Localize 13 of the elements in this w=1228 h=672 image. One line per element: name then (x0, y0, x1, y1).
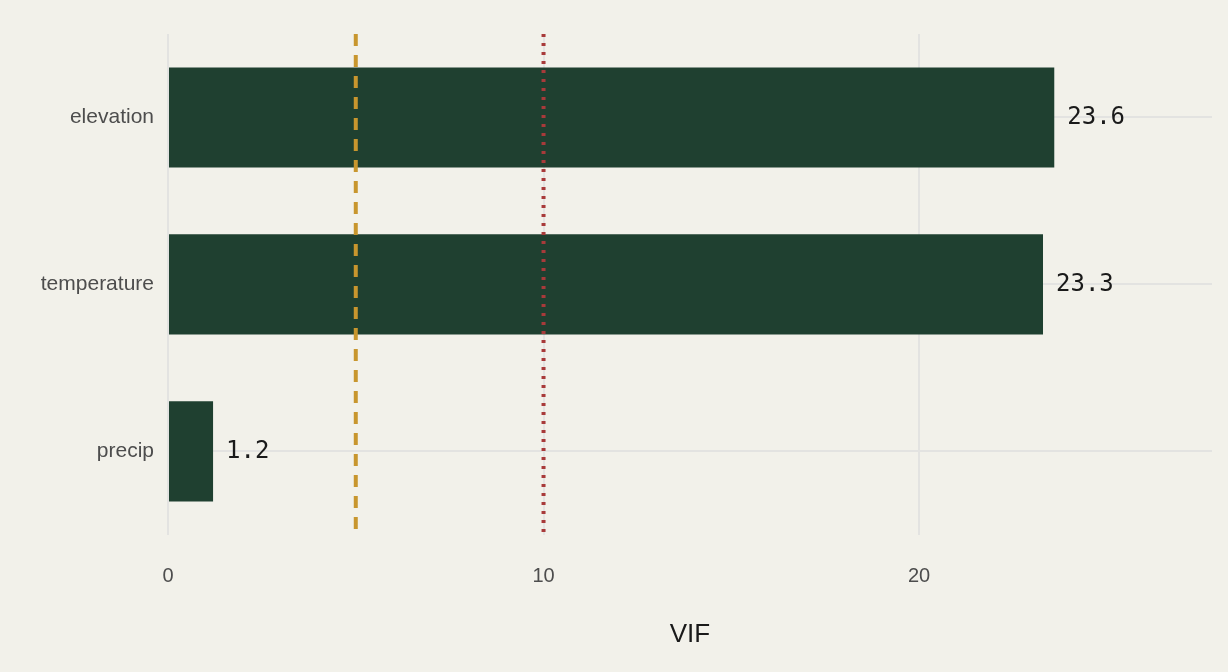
x-tick-label: 10 (532, 564, 555, 587)
y-tick-label: temperature (40, 271, 154, 295)
x-tick-label: 20 (907, 564, 931, 587)
x-axis-title: VIF (669, 617, 711, 648)
y-tick-label: precip (96, 438, 154, 462)
x-tick-label: 0 (162, 564, 174, 587)
data-label: 1.2 (226, 435, 270, 464)
data-label: 23.6 (1067, 101, 1126, 130)
y-tick-label: elevation (69, 104, 154, 128)
bar (169, 401, 214, 502)
bar (169, 67, 1055, 168)
bar (169, 234, 1044, 335)
data-label: 23.3 (1056, 268, 1114, 297)
